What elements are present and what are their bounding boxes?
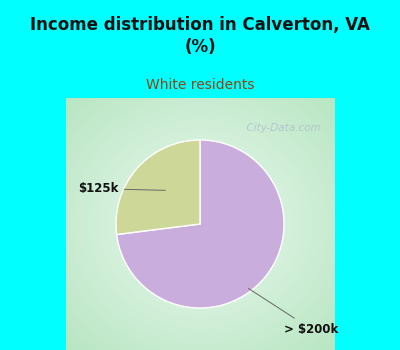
Text: City-Data.com: City-Data.com — [240, 123, 320, 133]
Wedge shape — [116, 140, 200, 234]
Text: $125k: $125k — [78, 182, 165, 195]
Text: White residents: White residents — [146, 78, 254, 92]
Text: > $200k: > $200k — [248, 288, 338, 336]
Text: Income distribution in Calverton, VA
(%): Income distribution in Calverton, VA (%) — [30, 16, 370, 56]
Wedge shape — [117, 140, 284, 308]
